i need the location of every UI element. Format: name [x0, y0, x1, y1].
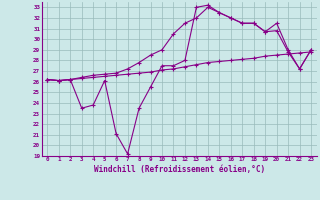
X-axis label: Windchill (Refroidissement éolien,°C): Windchill (Refroidissement éolien,°C)	[94, 165, 265, 174]
